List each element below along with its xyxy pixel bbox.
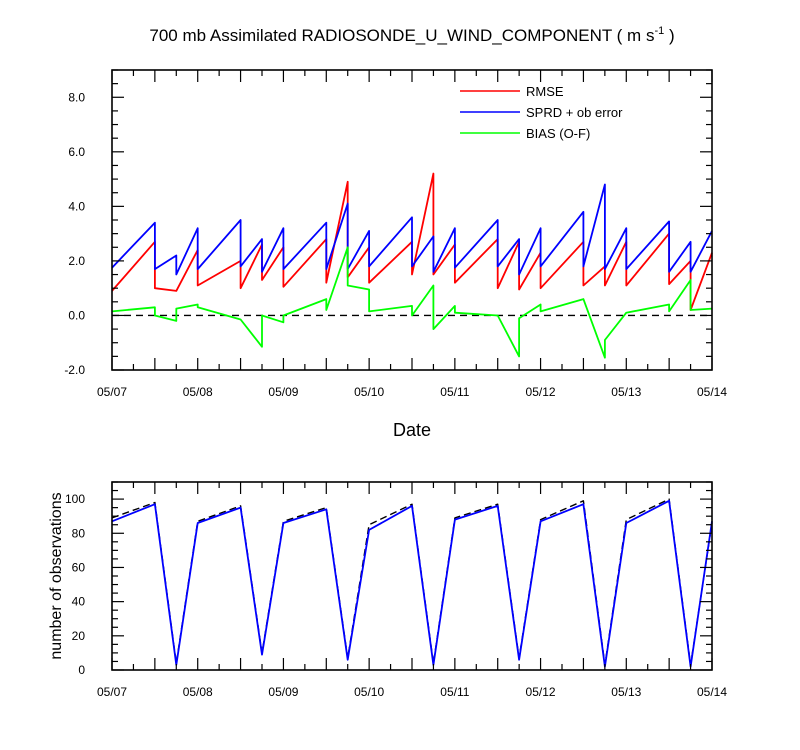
legend: RMSE SPRD + ob error BIAS (O-F): [460, 84, 623, 141]
top-x-tick-label: 05/08: [183, 385, 213, 399]
bottom-y-tick-label: 60: [72, 560, 86, 574]
bottom-series-line-1: [111, 499, 713, 668]
top-x-tick-label: 05/09: [268, 385, 298, 399]
bottom-y-axis-title: number of observations: [48, 492, 65, 659]
top-y-tick-label: -2.0: [64, 363, 85, 377]
top-x-tick-label: 05/10: [354, 385, 384, 399]
bottom-series-line-0: [111, 498, 713, 666]
top-x-tick-label: 05/13: [611, 385, 641, 399]
legend-label-bias: BIAS (O-F): [526, 126, 590, 141]
bottom-x-tick-label: 05/09: [268, 685, 298, 699]
bottom-x-tick-label: 05/12: [526, 685, 556, 699]
legend-label-sprd: SPRD + ob error: [526, 105, 623, 120]
bottom-x-tick-label: 05/07: [97, 685, 127, 699]
bottom-y-tick-label: 80: [72, 526, 86, 540]
chart-title: 700 mb Assimilated RADIOSONDE_U_WIND_COM…: [149, 25, 674, 45]
bottom-y-tick-label: 100: [65, 492, 85, 506]
top-y-tick-label: 0.0: [68, 308, 85, 322]
bottom-x-tick-label: 05/08: [183, 685, 213, 699]
top-y-tick-label: 8.0: [68, 90, 85, 104]
legend-label-rmse: RMSE: [526, 84, 564, 99]
bottom-x-tick-label: 05/13: [611, 685, 641, 699]
top-x-tick-label: 05/11: [440, 385, 469, 399]
top-y-tick-label: 4.0: [68, 199, 85, 213]
top-x-tick-label: 05/07: [97, 385, 127, 399]
bottom-x-tick-label: 05/11: [440, 685, 469, 699]
bottom-y-tick-label: 40: [72, 595, 86, 609]
top-y-tick-label: 2.0: [68, 254, 85, 268]
top-panel: RMSE SPRD + ob error BIAS (O-F) 05/07 05/…: [64, 69, 727, 440]
top-series-line-2: [111, 246, 713, 359]
bottom-x-tick-label: 05/14: [697, 685, 727, 699]
bottom-panel: 05/07 05/08 05/09 05/10 05/11 05/12 05/13 05/14…: [48, 481, 727, 699]
top-x-tick-label: 05/12: [526, 385, 556, 399]
top-y-tick-label: 6.0: [68, 145, 85, 159]
top-x-tick-label: 05/14: [697, 385, 727, 399]
top-series-line-0: [111, 172, 713, 311]
bottom-y-tick-label: 20: [72, 629, 86, 643]
top-series-line-1: [111, 183, 713, 276]
bottom-y-tick-label: 0: [78, 663, 85, 677]
bottom-x-tick-label: 05/10: [354, 685, 384, 699]
top-x-axis-title: Date: [393, 420, 431, 440]
